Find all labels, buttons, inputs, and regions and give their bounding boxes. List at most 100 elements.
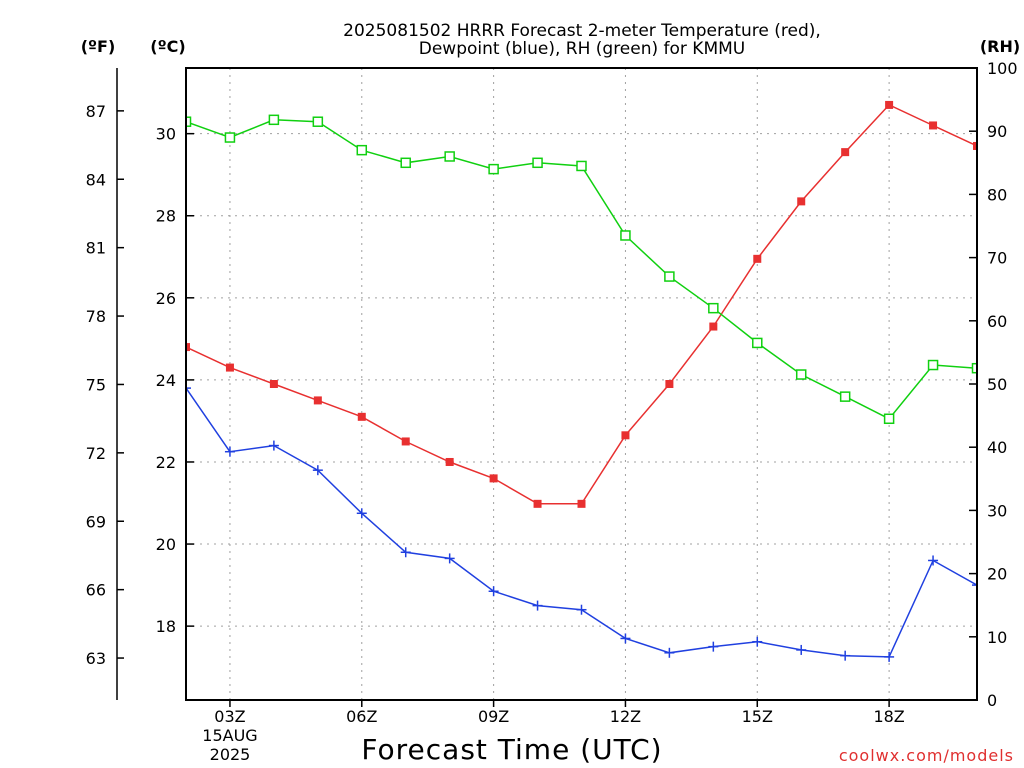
chart-title-line1: 2025081502 HRRR Forecast 2-meter Tempera…: [343, 21, 821, 41]
rh-tick-label: 20: [987, 565, 1007, 584]
rh-point: [839, 391, 851, 402]
dewpoint-point: [576, 604, 587, 615]
c-tick-label: 22: [156, 453, 176, 472]
rh-series: [186, 114, 977, 425]
temperature-point: [665, 380, 674, 388]
dewpoint-point: [356, 508, 367, 519]
rh-point: [971, 362, 977, 374]
series-group: [186, 100, 977, 662]
dewpoint-point: [840, 650, 851, 661]
dewpoint-point: [268, 440, 279, 451]
temperature-point: [621, 431, 630, 440]
rh-tick-label: 70: [987, 249, 1007, 268]
rh-point: [444, 151, 455, 162]
rh-point: [664, 271, 675, 282]
x-tick-label: 15Z: [742, 707, 773, 726]
temperature-point: [709, 322, 718, 331]
f-tick-label: 81: [86, 239, 106, 258]
temperature-point: [357, 412, 366, 421]
rh-unit-label: (RH): [980, 37, 1020, 56]
c-tick-label: 30: [156, 125, 176, 144]
f-tick-label: 87: [86, 102, 106, 121]
rh-tick-label: 40: [987, 438, 1007, 457]
date-day-label: 15AUG: [202, 726, 257, 745]
rh-tick-label: 90: [987, 122, 1007, 141]
rh-tick-label: 0: [987, 691, 997, 710]
rh-point: [620, 230, 631, 241]
dewpoint-point: [928, 555, 939, 566]
credit-text: coolwx.com/models: [839, 746, 1014, 765]
rh-point: [576, 160, 587, 172]
temperature-point: [797, 197, 806, 206]
c-tick-label: 20: [156, 535, 176, 554]
dewpoint-point: [312, 465, 323, 476]
rh-point: [224, 132, 236, 143]
rh-point: [708, 302, 719, 314]
c-tick-label: 28: [156, 207, 176, 226]
temperature-point: [186, 343, 190, 352]
dewpoint-point: [488, 586, 499, 597]
rh-point: [356, 144, 368, 156]
dewpoint-point: [752, 636, 763, 647]
rh-point: [927, 359, 939, 371]
rh-tick-label: 60: [987, 312, 1007, 331]
rh-point: [883, 413, 895, 425]
f-tick-label: 63: [86, 649, 106, 668]
f-tick-label: 69: [86, 512, 106, 531]
rh-tick-label: 50: [987, 375, 1007, 394]
temperature-point: [533, 499, 542, 508]
rh-tick-label: 100: [987, 59, 1018, 78]
temperature-point: [885, 100, 894, 109]
rh-tick-label: 30: [987, 501, 1007, 520]
rh-point: [752, 337, 763, 349]
dewpoint-line: [186, 387, 977, 658]
date-year-label: 2025: [210, 745, 251, 764]
f-tick-label: 75: [86, 375, 106, 394]
x-tick-label: 12Z: [610, 707, 641, 726]
temperature-point: [445, 457, 454, 466]
temperature-point: [929, 121, 938, 130]
temperature-point: [577, 499, 586, 508]
f-tick-label: 78: [86, 307, 106, 326]
x-tick-label: 03Z: [214, 707, 245, 726]
rh-point: [532, 157, 543, 169]
dewpoint-point: [620, 633, 631, 644]
temperature-point: [973, 141, 977, 150]
temperature-point: [401, 437, 410, 446]
dewpoint-point: [884, 651, 895, 662]
celsius-unit-label: (ºC): [150, 37, 185, 56]
dewpoint-point: [400, 547, 411, 558]
dewpoint-point: [664, 647, 675, 658]
dewpoint-point: [444, 553, 455, 564]
dewpoint-point: [972, 580, 977, 591]
c-tick-label: 18: [156, 617, 176, 636]
rh-point: [400, 157, 411, 169]
rh-point: [268, 114, 280, 126]
rh-tick-label: 80: [987, 185, 1007, 204]
f-tick-label: 84: [86, 170, 106, 189]
dewpoint-point: [186, 383, 191, 394]
dewpoint-point: [708, 641, 719, 652]
temperature-point: [489, 474, 498, 483]
x-tick-label: 09Z: [478, 707, 509, 726]
rh-point: [312, 116, 324, 127]
temperature-point: [269, 380, 278, 388]
f-tick-label: 66: [86, 581, 106, 600]
dewpoint-point: [796, 644, 807, 655]
temperature-point: [841, 148, 850, 157]
c-tick-label: 26: [156, 289, 176, 308]
dewpoint-series: [186, 383, 977, 662]
rh-tick-label: 10: [987, 628, 1007, 647]
dewpoint-point: [224, 446, 235, 457]
x-axis-label: Forecast Time (UTC): [361, 733, 662, 766]
c-tick-label: 24: [156, 371, 176, 390]
axes: 03Z 06Z 09Z 12Z 15Z 18Z 18 20 22 24 26 28 30 63 66 69 72…: [86, 59, 1018, 726]
fahrenheit-unit-label: (ºF): [81, 37, 116, 56]
rh-point: [186, 116, 192, 127]
grid-lines: [186, 68, 977, 700]
plot-frame: [185, 67, 978, 701]
x-tick-label: 18Z: [873, 707, 904, 726]
temperature-series: [186, 100, 977, 508]
temperature-point: [313, 396, 322, 405]
